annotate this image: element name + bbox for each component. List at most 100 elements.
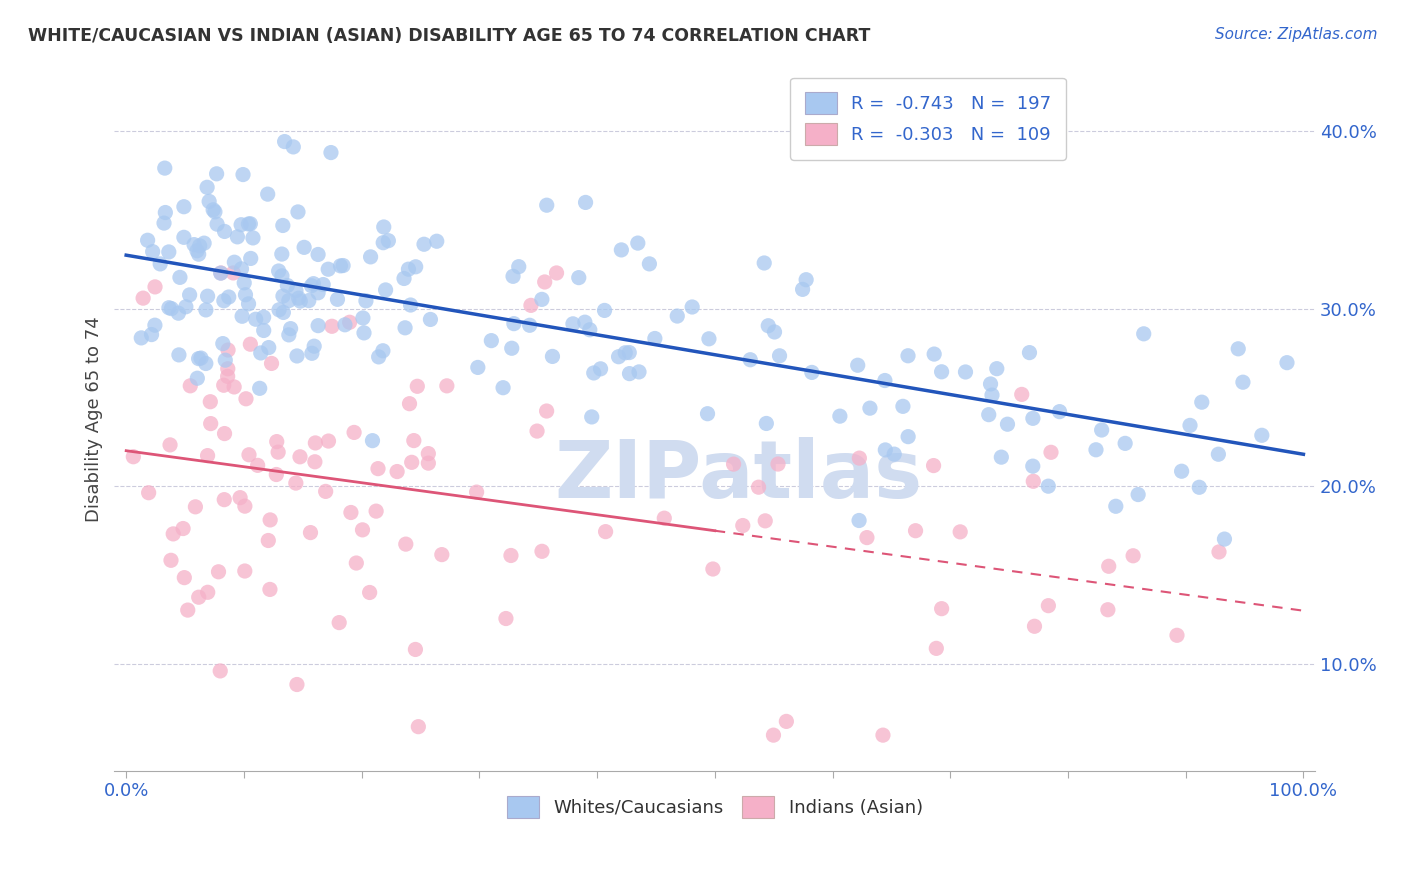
Point — [307, 318, 329, 333]
Point — [578, 323, 600, 337]
Point — [304, 436, 326, 450]
Point — [316, 262, 339, 277]
Point — [981, 388, 1004, 402]
Point — [361, 434, 384, 448]
Point — [846, 358, 869, 372]
Point — [190, 351, 212, 365]
Point — [465, 485, 488, 500]
Point — [593, 303, 616, 318]
Point — [352, 523, 374, 537]
Point — [205, 167, 228, 181]
Point — [285, 677, 308, 691]
Point — [200, 394, 222, 409]
Point — [627, 236, 650, 251]
Point — [546, 266, 568, 280]
Point — [246, 458, 269, 473]
Point — [897, 349, 920, 363]
Point — [239, 217, 262, 231]
Point — [1275, 356, 1298, 370]
Point — [153, 216, 176, 230]
Point — [740, 352, 762, 367]
Point — [340, 506, 363, 520]
Point — [359, 585, 381, 599]
Point — [312, 277, 335, 292]
Point — [328, 615, 350, 630]
Point — [848, 514, 870, 528]
Point — [1166, 628, 1188, 642]
Point — [561, 317, 583, 331]
Point — [607, 350, 630, 364]
Point — [526, 424, 548, 438]
Point — [298, 293, 321, 308]
Point — [848, 451, 870, 466]
Point — [997, 417, 1019, 432]
Point — [277, 327, 299, 342]
Point — [1040, 445, 1063, 459]
Point — [419, 312, 441, 326]
Point — [214, 224, 236, 238]
Point — [304, 455, 326, 469]
Point — [533, 275, 555, 289]
Point — [343, 425, 366, 440]
Point — [143, 280, 166, 294]
Point — [253, 323, 276, 337]
Point — [302, 277, 325, 291]
Point — [828, 409, 851, 424]
Point — [405, 260, 427, 274]
Point — [186, 244, 208, 258]
Point — [321, 319, 343, 334]
Point — [1038, 599, 1060, 613]
Point — [239, 337, 262, 351]
Point — [329, 259, 352, 273]
Y-axis label: Disability Age 65 to 74: Disability Age 65 to 74 — [86, 317, 103, 523]
Point — [754, 514, 776, 528]
Point — [872, 728, 894, 742]
Point — [681, 300, 703, 314]
Point — [794, 273, 817, 287]
Point — [157, 301, 180, 315]
Point — [173, 200, 195, 214]
Point — [187, 591, 209, 605]
Point — [754, 256, 776, 270]
Point — [224, 380, 246, 394]
Point — [652, 511, 675, 525]
Point — [536, 198, 558, 212]
Point — [167, 306, 190, 320]
Point — [574, 315, 596, 329]
Point — [266, 467, 288, 482]
Point — [731, 518, 754, 533]
Point — [395, 537, 418, 551]
Point — [326, 293, 349, 307]
Point — [1011, 387, 1033, 401]
Point — [762, 728, 785, 742]
Point — [768, 349, 790, 363]
Point — [955, 365, 977, 379]
Point — [990, 450, 1012, 465]
Point — [520, 298, 543, 312]
Point — [344, 556, 367, 570]
Point — [276, 278, 298, 293]
Point — [184, 500, 207, 514]
Point — [399, 298, 422, 312]
Point — [149, 257, 172, 271]
Point — [931, 601, 953, 615]
Point — [619, 345, 641, 359]
Point — [169, 270, 191, 285]
Point — [270, 247, 292, 261]
Point — [367, 461, 389, 475]
Point — [217, 369, 239, 384]
Point — [214, 353, 236, 368]
Point — [574, 195, 596, 210]
Point — [402, 434, 425, 448]
Point — [172, 522, 194, 536]
Point — [238, 297, 260, 311]
Point — [283, 140, 305, 154]
Point — [197, 289, 219, 303]
Point — [398, 397, 420, 411]
Point — [1170, 464, 1192, 478]
Point — [183, 237, 205, 252]
Point — [666, 309, 689, 323]
Point — [977, 408, 1000, 422]
Point — [231, 218, 253, 232]
Point — [1022, 411, 1045, 425]
